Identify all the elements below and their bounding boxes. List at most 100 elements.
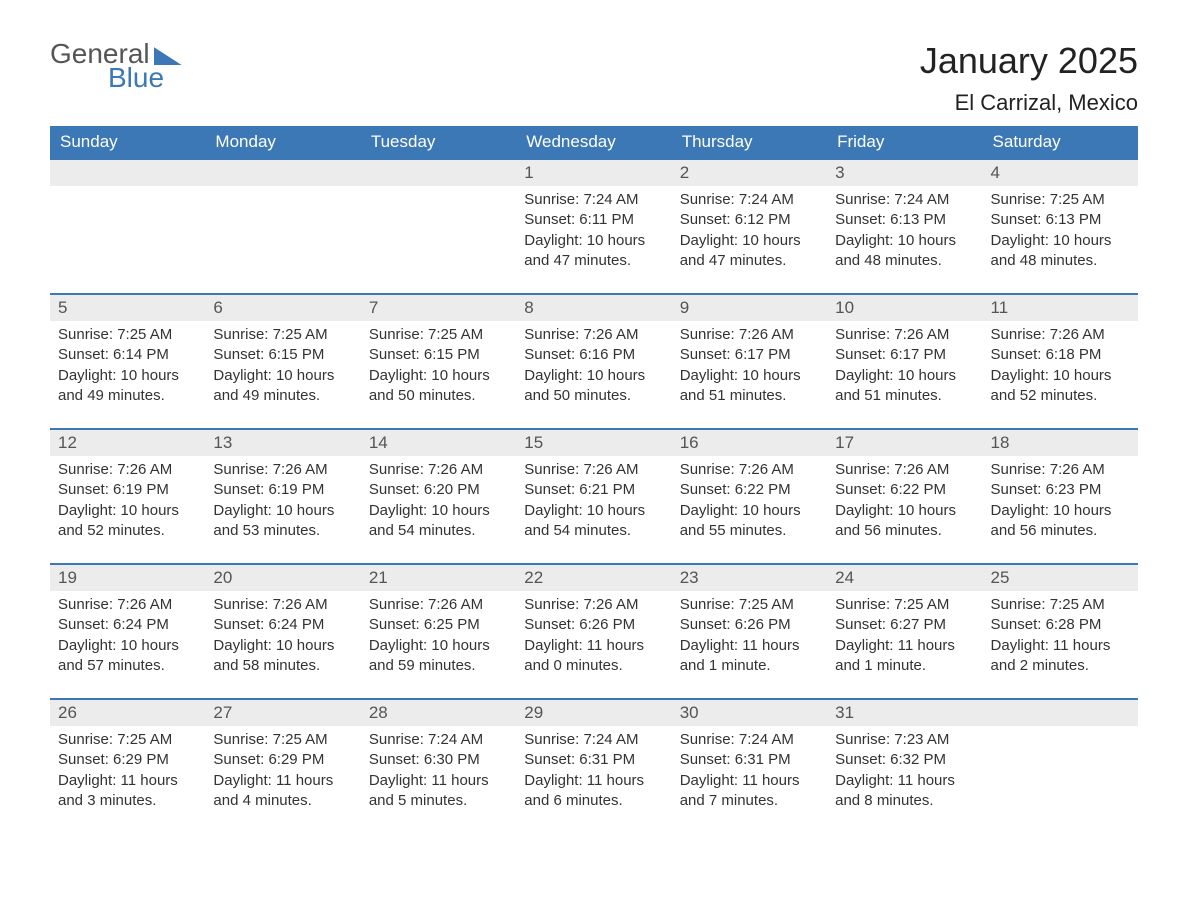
day-number: 8 [516, 295, 671, 321]
day-body: Sunrise: 7:24 AMSunset: 6:30 PMDaylight:… [361, 726, 516, 819]
day-dl2: and 57 minutes. [58, 656, 197, 676]
day-number: 30 [672, 700, 827, 726]
day-number: 23 [672, 565, 827, 591]
week-row: 19Sunrise: 7:26 AMSunset: 6:24 PMDayligh… [50, 564, 1138, 699]
day-dl1: Daylight: 10 hours [524, 231, 663, 251]
day-number: 1 [516, 160, 671, 186]
day-sunset: Sunset: 6:31 PM [680, 750, 819, 770]
month-title: January 2025 [920, 40, 1138, 82]
logo-flag-icon [154, 47, 182, 65]
day-dl2: and 48 minutes. [835, 251, 974, 271]
day-body: Sunrise: 7:26 AMSunset: 6:22 PMDaylight:… [672, 456, 827, 549]
day-cell: 25Sunrise: 7:25 AMSunset: 6:28 PMDayligh… [983, 564, 1138, 699]
day-dl2: and 49 minutes. [213, 386, 352, 406]
day-sunset: Sunset: 6:25 PM [369, 615, 508, 635]
day-dl1: Daylight: 10 hours [524, 366, 663, 386]
day-sunrise: Sunrise: 7:25 AM [991, 595, 1130, 615]
dayheader-saturday: Saturday [983, 126, 1138, 159]
day-sunset: Sunset: 6:31 PM [524, 750, 663, 770]
day-body: Sunrise: 7:26 AMSunset: 6:21 PMDaylight:… [516, 456, 671, 549]
day-cell: 27Sunrise: 7:25 AMSunset: 6:29 PMDayligh… [205, 699, 360, 834]
day-dl1: Daylight: 11 hours [58, 771, 197, 791]
day-number: 26 [50, 700, 205, 726]
day-number: 24 [827, 565, 982, 591]
day-number: 4 [983, 160, 1138, 186]
day-dl1: Daylight: 10 hours [58, 501, 197, 521]
dayheader-friday: Friday [827, 126, 982, 159]
day-cell: 26Sunrise: 7:25 AMSunset: 6:29 PMDayligh… [50, 699, 205, 834]
day-sunrise: Sunrise: 7:26 AM [213, 460, 352, 480]
day-sunset: Sunset: 6:17 PM [680, 345, 819, 365]
day-sunset: Sunset: 6:24 PM [213, 615, 352, 635]
day-sunset: Sunset: 6:28 PM [991, 615, 1130, 635]
day-number: 14 [361, 430, 516, 456]
day-sunrise: Sunrise: 7:24 AM [524, 190, 663, 210]
day-dl1: Daylight: 10 hours [524, 501, 663, 521]
day-sunset: Sunset: 6:15 PM [213, 345, 352, 365]
day-body: Sunrise: 7:25 AMSunset: 6:26 PMDaylight:… [672, 591, 827, 684]
day-dl1: Daylight: 11 hours [991, 636, 1130, 656]
day-sunset: Sunset: 6:29 PM [213, 750, 352, 770]
day-sunset: Sunset: 6:21 PM [524, 480, 663, 500]
day-dl1: Daylight: 10 hours [835, 231, 974, 251]
day-dl2: and 47 minutes. [680, 251, 819, 271]
week-row: 12Sunrise: 7:26 AMSunset: 6:19 PMDayligh… [50, 429, 1138, 564]
day-number: 20 [205, 565, 360, 591]
day-dl2: and 54 minutes. [524, 521, 663, 541]
day-dl1: Daylight: 10 hours [369, 366, 508, 386]
day-dl2: and 1 minute. [835, 656, 974, 676]
day-dl2: and 51 minutes. [680, 386, 819, 406]
day-sunrise: Sunrise: 7:26 AM [835, 325, 974, 345]
day-sunset: Sunset: 6:23 PM [991, 480, 1130, 500]
day-body: Sunrise: 7:25 AMSunset: 6:29 PMDaylight:… [205, 726, 360, 819]
day-number: 15 [516, 430, 671, 456]
day-cell: 12Sunrise: 7:26 AMSunset: 6:19 PMDayligh… [50, 429, 205, 564]
day-sunrise: Sunrise: 7:25 AM [213, 730, 352, 750]
day-body: Sunrise: 7:26 AMSunset: 6:25 PMDaylight:… [361, 591, 516, 684]
day-dl2: and 56 minutes. [835, 521, 974, 541]
day-sunrise: Sunrise: 7:26 AM [58, 460, 197, 480]
calendar-table: Sunday Monday Tuesday Wednesday Thursday… [50, 126, 1138, 834]
day-sunrise: Sunrise: 7:26 AM [213, 595, 352, 615]
day-sunrise: Sunrise: 7:24 AM [524, 730, 663, 750]
day-body: Sunrise: 7:26 AMSunset: 6:23 PMDaylight:… [983, 456, 1138, 549]
day-dl2: and 49 minutes. [58, 386, 197, 406]
day-cell: 29Sunrise: 7:24 AMSunset: 6:31 PMDayligh… [516, 699, 671, 834]
day-dl1: Daylight: 11 hours [680, 771, 819, 791]
day-dl2: and 5 minutes. [369, 791, 508, 811]
day-dl2: and 2 minutes. [991, 656, 1130, 676]
dayheader-tuesday: Tuesday [361, 126, 516, 159]
day-number: 7 [361, 295, 516, 321]
day-dl1: Daylight: 10 hours [369, 501, 508, 521]
day-body: Sunrise: 7:24 AMSunset: 6:13 PMDaylight:… [827, 186, 982, 279]
dayheader-sunday: Sunday [50, 126, 205, 159]
day-number: 29 [516, 700, 671, 726]
day-cell: 7Sunrise: 7:25 AMSunset: 6:15 PMDaylight… [361, 294, 516, 429]
day-dl2: and 54 minutes. [369, 521, 508, 541]
day-dl2: and 56 minutes. [991, 521, 1130, 541]
day-cell: 4Sunrise: 7:25 AMSunset: 6:13 PMDaylight… [983, 159, 1138, 294]
day-body: Sunrise: 7:26 AMSunset: 6:24 PMDaylight:… [205, 591, 360, 684]
day-cell: 30Sunrise: 7:24 AMSunset: 6:31 PMDayligh… [672, 699, 827, 834]
day-sunset: Sunset: 6:13 PM [835, 210, 974, 230]
day-dl1: Daylight: 10 hours [991, 501, 1130, 521]
day-sunrise: Sunrise: 7:24 AM [680, 190, 819, 210]
day-sunset: Sunset: 6:18 PM [991, 345, 1130, 365]
day-dl2: and 52 minutes. [58, 521, 197, 541]
day-dl2: and 58 minutes. [213, 656, 352, 676]
day-cell: 6Sunrise: 7:25 AMSunset: 6:15 PMDaylight… [205, 294, 360, 429]
day-dl2: and 7 minutes. [680, 791, 819, 811]
day-sunset: Sunset: 6:22 PM [835, 480, 974, 500]
day-dl1: Daylight: 11 hours [213, 771, 352, 791]
day-dl2: and 53 minutes. [213, 521, 352, 541]
day-sunrise: Sunrise: 7:25 AM [58, 325, 197, 345]
day-sunrise: Sunrise: 7:26 AM [58, 595, 197, 615]
day-sunrise: Sunrise: 7:25 AM [991, 190, 1130, 210]
day-sunrise: Sunrise: 7:25 AM [369, 325, 508, 345]
day-number: 31 [827, 700, 982, 726]
day-sunset: Sunset: 6:14 PM [58, 345, 197, 365]
logo-word2: Blue [108, 64, 182, 92]
day-number: 22 [516, 565, 671, 591]
day-sunrise: Sunrise: 7:26 AM [524, 595, 663, 615]
day-sunset: Sunset: 6:32 PM [835, 750, 974, 770]
